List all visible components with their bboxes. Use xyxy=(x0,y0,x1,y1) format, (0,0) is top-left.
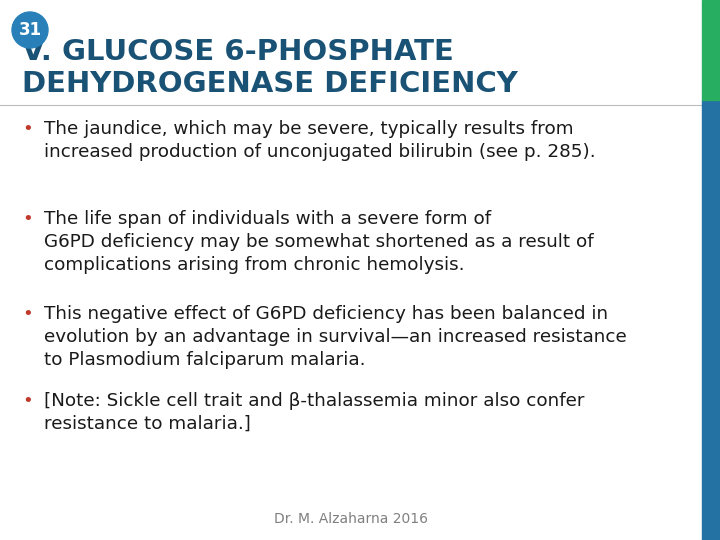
Text: •: • xyxy=(22,210,32,228)
Text: The jaundice, which may be severe, typically results from
increased production o: The jaundice, which may be severe, typic… xyxy=(44,120,595,161)
Bar xyxy=(702,0,720,100)
Text: DEHYDROGENASE DEFICIENCY: DEHYDROGENASE DEFICIENCY xyxy=(22,70,518,98)
Text: Dr. M. Alzaharna 2016: Dr. M. Alzaharna 2016 xyxy=(274,512,428,526)
Text: The life span of individuals with a severe form of
G6PD deficiency may be somewh: The life span of individuals with a seve… xyxy=(44,210,593,274)
Text: •: • xyxy=(22,120,32,138)
Text: This negative effect of G6PD deficiency has been balanced in
evolution by an adv: This negative effect of G6PD deficiency … xyxy=(44,305,626,369)
Text: V. GLUCOSE 6-PHOSPHATE: V. GLUCOSE 6-PHOSPHATE xyxy=(22,38,454,66)
Text: •: • xyxy=(22,392,32,410)
Text: [Note: Sickle cell trait and β-thalassemia minor also confer
resistance to malar: [Note: Sickle cell trait and β-thalassem… xyxy=(44,392,585,433)
Bar xyxy=(702,100,720,540)
Circle shape xyxy=(12,12,48,48)
Text: •: • xyxy=(22,305,32,323)
Text: 31: 31 xyxy=(19,21,42,39)
